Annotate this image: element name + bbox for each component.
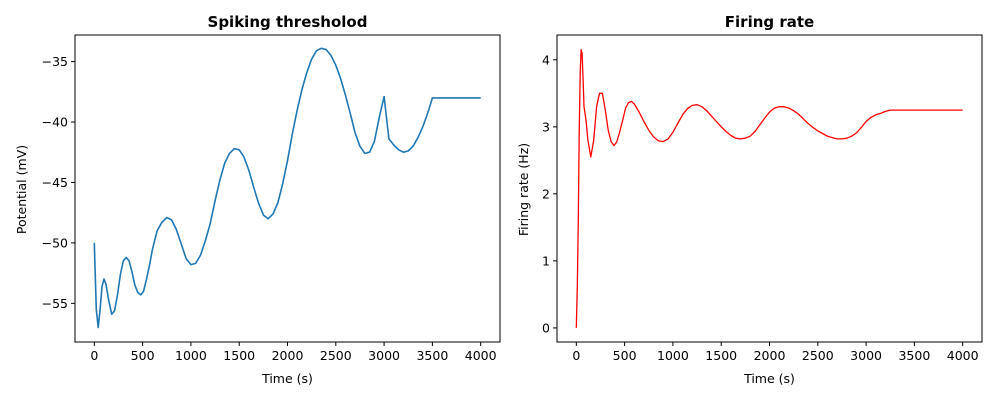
series-lines <box>93 47 481 329</box>
x-axis-label: Time (s) <box>261 371 313 386</box>
y-tick-label: 3 <box>542 119 550 134</box>
x-tick-label: 2500 <box>320 348 352 363</box>
x-tick-label: 2000 <box>272 348 304 363</box>
x-tick-label: 1000 <box>175 348 207 363</box>
x-tick-label: 2500 <box>802 348 834 363</box>
chart-title: Spiking thresholod <box>208 13 368 31</box>
x-tick-label: 1500 <box>223 348 255 363</box>
x-tick-label: 4000 <box>465 348 497 363</box>
y-axis-label: Firing rate (Hz) <box>516 143 531 236</box>
x-tick-label: 1500 <box>705 348 737 363</box>
series-lines <box>575 49 963 328</box>
y-axis-label: Potential (mV) <box>14 145 29 234</box>
y-tick-label: −55 <box>42 296 68 311</box>
y-tick-label: 4 <box>542 52 550 67</box>
x-tick-label: 0 <box>572 348 580 363</box>
y-tick-label: −45 <box>42 175 68 190</box>
x-tick-label: 1000 <box>657 348 689 363</box>
axis-ticks: 0 500 1000 1500 2000 2500 3000 3500 4000 0 1 2 3 4 <box>542 52 979 363</box>
x-tick-label: 3500 <box>416 348 448 363</box>
chart-title: Firing rate <box>725 13 814 31</box>
x-tick-label: 3000 <box>368 348 400 363</box>
x-tick-label: 500 <box>131 348 155 363</box>
x-tick-label: 500 <box>613 348 637 363</box>
plot-area-frame <box>556 34 983 343</box>
firing-rate-chart: Firing rate Time (s) Firing rate (Hz) 0 5… <box>516 13 983 386</box>
series-line <box>575 49 963 328</box>
y-tick-label: 2 <box>542 186 550 201</box>
x-tick-label: 3500 <box>898 348 930 363</box>
y-tick-label: −50 <box>42 235 68 250</box>
y-tick-label: 0 <box>542 320 550 335</box>
x-tick-label: 3000 <box>850 348 882 363</box>
potential-chart: Spiking thresholod Time (s) Potential (m… <box>14 13 501 386</box>
y-tick-label: 1 <box>542 253 550 268</box>
plot-area-frame <box>74 34 501 343</box>
series-line <box>93 47 481 329</box>
y-tick-label: −40 <box>42 115 68 130</box>
x-axis-label: Time (s) <box>743 371 795 386</box>
x-tick-label: 2000 <box>754 348 786 363</box>
y-tick-label: −35 <box>42 54 68 69</box>
x-tick-label: 0 <box>90 348 98 363</box>
x-tick-label: 4000 <box>947 348 979 363</box>
axis-ticks: 0 500 1000 1500 2000 2500 3000 3500 4000 −55 −50 −4… <box>42 54 497 363</box>
